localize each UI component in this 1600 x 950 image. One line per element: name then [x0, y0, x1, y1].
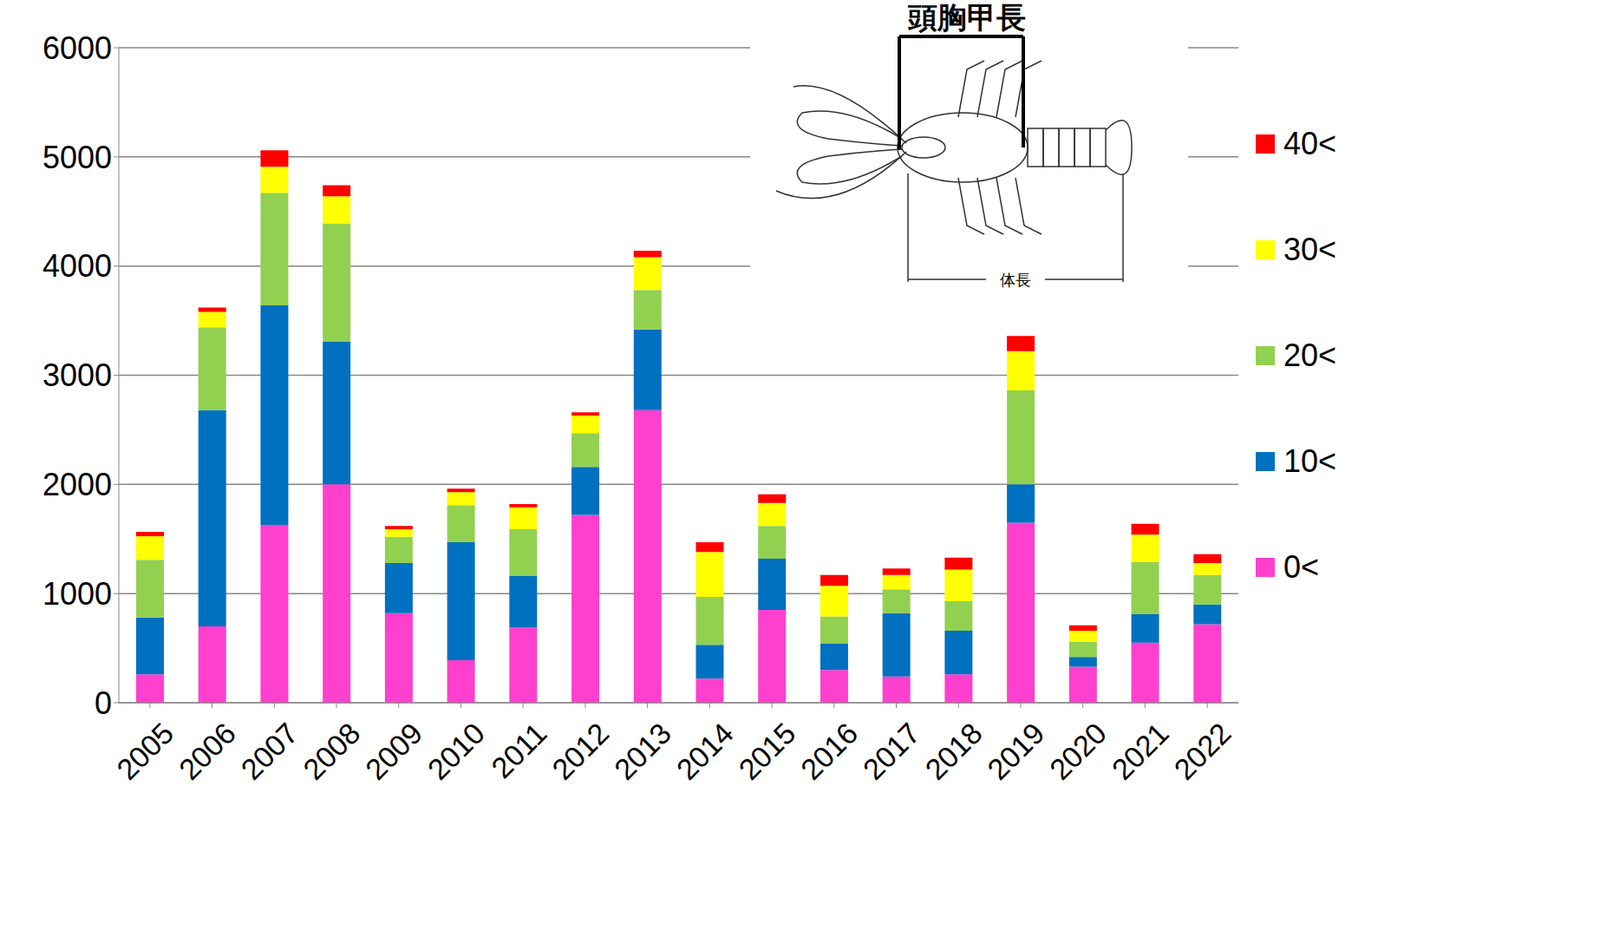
svg-text:2008: 2008: [296, 716, 366, 786]
svg-text:2006: 2006: [172, 716, 242, 786]
svg-text:2011: 2011: [484, 716, 554, 785]
svg-text:1000: 1000: [42, 575, 112, 612]
html-text:30<: 30<: [1283, 231, 1337, 268]
html-text:0<: 0<: [1283, 548, 1320, 585]
svg-text:2013: 2013: [607, 716, 678, 786]
svg-text:頭胸甲長: 頭胸甲長: [907, 0, 1026, 34]
svg-text:6000: 6000: [42, 30, 112, 66]
svg-text:2012: 2012: [545, 716, 615, 786]
svg-text:2009: 2009: [359, 716, 429, 786]
svg-text:2000: 2000: [42, 466, 112, 503]
svg-text:5000: 5000: [42, 139, 112, 176]
svg-text:2005: 2005: [110, 716, 180, 786]
svg-text:2017: 2017: [856, 716, 927, 786]
html-text:40<: 40<: [1283, 125, 1337, 162]
svg-text:体長: 体長: [999, 271, 1032, 289]
svg-text:2019: 2019: [980, 716, 1051, 786]
svg-text:0: 0: [94, 685, 112, 721]
html-text:20<: 20<: [1283, 337, 1337, 373]
html-text:10<: 10<: [1283, 443, 1337, 479]
svg-text:4000: 4000: [42, 248, 112, 284]
svg-text:2020: 2020: [1043, 716, 1113, 786]
svg-text:2018: 2018: [918, 716, 988, 786]
svg-text:2010: 2010: [421, 716, 491, 786]
svg-text:2021: 2021: [1105, 716, 1176, 786]
svg-text:2022: 2022: [1167, 716, 1237, 786]
svg-text:2014: 2014: [669, 716, 739, 786]
svg-text:3000: 3000: [42, 357, 112, 393]
svg-text:2007: 2007: [234, 716, 304, 786]
svg-text:2015: 2015: [731, 716, 802, 786]
svg-text:2016: 2016: [794, 716, 864, 786]
